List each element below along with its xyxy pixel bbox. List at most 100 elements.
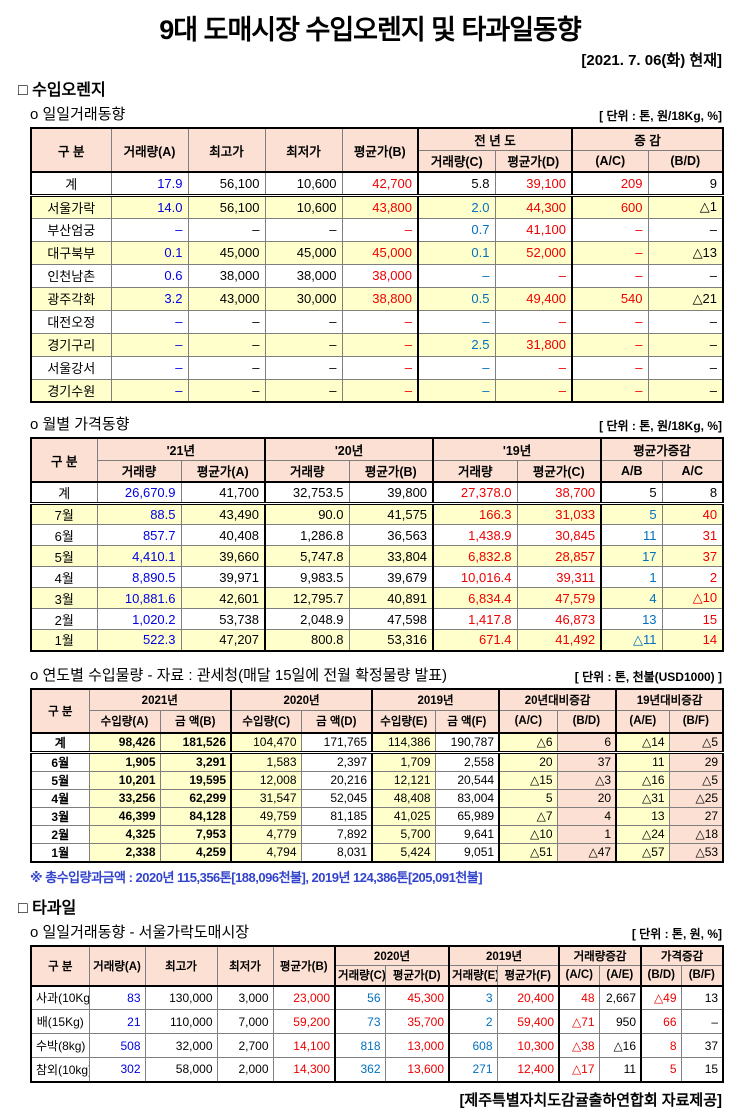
monthly-column-header: '19년 [432,437,602,461]
daily-cell: 38,000 [187,263,266,288]
daily-cell: – [571,378,649,403]
yearly-row: 3월 46,399 84,128 49,759 81,185 41,025 65,989 △7… [30,806,724,826]
daily-cell: 0.1 [417,240,496,265]
monthly-cell: 15 [661,608,724,630]
fruit-row-label: 참외(10kg) [30,1057,90,1082]
daily-cell: – [571,263,649,288]
yearly-cell: 104,470 [230,732,302,754]
yearly-import-table-wrap: 구 분 2021년 2020년 2019년 20년대비증감 19년대비증감 수입량(A) 금 … [30,687,725,863]
fruit-column-header: (B/D) [640,965,682,986]
fruit-cell: 14,300 [272,1057,336,1082]
fruit-row-label: 사과(10Kg) [30,985,90,1010]
monthly-row-label: 4월 [30,566,98,588]
daily-cell: 5.8 [417,171,496,197]
monthly-cell: 88.5 [96,503,182,525]
fruit-cell: 73 [334,1009,386,1034]
yearly-import-label: o 연도별 수입물량 - 자료 : 관세청(매달 15일에 전월 확정물량 발표… [30,666,448,684]
daily-row-label: 부산엄궁 [30,217,112,242]
monthly-cell: 8,890.5 [96,566,182,588]
yearly-cell: △51 [498,842,558,862]
monthly-cell: 42,601 [180,587,266,609]
monthly-cell: 857.7 [96,524,182,546]
monthly-column-header: 평균가(A) [180,459,266,483]
monthly-cell: 43,490 [180,503,266,525]
yearly-row: 1월 2,338 4,259 4,794 8,031 5,424 9,051 △51 △47 △5… [30,842,724,862]
page-title: 9대 도매시장 수입오렌지 및 타과일동향 [159,15,581,45]
monthly-cell: 8 [661,481,724,505]
daily-column-header: 구 분 [30,127,112,173]
yearly-cell: △31 [615,788,670,808]
monthly-row-label: 7월 [30,503,98,525]
daily-row-label: 경기구리 [30,332,112,357]
fruit-cell: 130,000 [144,985,218,1010]
fruit-cell: 13,600 [384,1057,450,1082]
fruit-cell: △38 [558,1033,600,1058]
fruit-column-header: 최고가 [144,945,218,986]
monthly-column-header: '20년 [264,437,434,461]
fruit-cell: 950 [598,1009,642,1034]
yearly-row-label: 3월 [30,806,90,826]
yearly-row-label: 1월 [30,842,90,862]
yearly-column-header: 2019년 [371,688,500,711]
monthly-cell: 1,286.8 [264,524,350,546]
yearly-cell: 4 [556,806,617,826]
fruit-sub-row: o 일일거래동향 - 서울가락도매시장 [ 단위 : 톤, 원, %] [30,921,722,942]
yearly-column-header: 금 액(B) [159,710,232,733]
monthly-cell: 6,832.8 [432,545,518,567]
fruit-cell: 3 [448,985,498,1010]
daily-cell: 10,600 [264,171,343,197]
daily-cell: – [341,217,419,242]
monthly-cell: 11 [600,524,663,546]
daily-cell: 9 [647,171,724,197]
yearly-cell: 2,397 [300,751,373,772]
fruit-table: 구 분 거래량(A) 최고가 최저가 평균가(B) 2020년 2019년 거래량증감 가격증감… [30,944,725,1083]
daily-cell: 44,300 [494,194,573,219]
daily-cell: 38,000 [341,263,419,288]
yearly-cell: △5 [668,770,724,790]
daily-row: 광주각화 3.2 43,000 30,000 38,800 0.5 49,400 540 △21 [30,286,724,311]
fruit-cell: 32,000 [144,1033,218,1058]
yearly-row-label: 5월 [30,770,90,790]
yearly-cell: △57 [615,842,670,862]
fruit-cell: △71 [558,1009,600,1034]
daily-row-label: 계 [30,171,112,197]
daily-row: 인천남촌 0.6 38,000 38,000 38,000– – – – [30,263,724,288]
yearly-cell: 190,787 [434,732,500,754]
monthly-cell: △10 [661,587,724,609]
yearly-cell: 181,526 [159,732,232,754]
daily-cell: 52,000 [494,240,573,265]
yearly-cell: 1,905 [88,751,161,772]
daily-cell: – [417,309,496,334]
fruit-column-header: 구 분 [30,945,90,986]
daily-cell: – [571,309,649,334]
daily-row-label: 대전오정 [30,309,112,334]
monthly-cell: 10,881.6 [96,587,182,609]
yearly-cell: 19,595 [159,770,232,790]
fruit-cell: 12,400 [496,1057,560,1082]
daily-column-header: (B/D) [647,149,724,173]
yearly-cell: △24 [615,824,670,844]
daily-trading-label: o 일일거래동향 [30,106,126,123]
monthly-cell: 39,679 [348,566,434,588]
monthly-price-label: o 월별 가격동향 [30,416,130,433]
yearly-cell: 62,299 [159,788,232,808]
yearly-cell: 1,583 [230,751,302,772]
daily-cell: 38,000 [264,263,343,288]
daily-cell: 2.5 [417,332,496,357]
daily-column-header: 평균가(D) [494,149,573,173]
daily-row: 경기구리 – – – –2.5 31,800– – [30,332,724,357]
monthly-cell: 10,016.4 [432,566,518,588]
monthly-cell: 41,575 [348,503,434,525]
daily-cell: 0.7 [417,217,496,242]
monthly-cell: 5,747.8 [264,545,350,567]
daily-row-label: 광주각화 [30,286,112,311]
monthly-cell: 2 [661,566,724,588]
daily-cell: – [647,309,724,334]
monthly-cell: 47,579 [516,587,602,609]
yearly-cell: 10,201 [88,770,161,790]
daily-row: 대전오정 – – – – – – – – [30,309,724,334]
yearly-cell: 4,325 [88,824,161,844]
fruit-cell: 818 [334,1033,386,1058]
fruit-row: 배(15Kg) 21 110,000 7,000 59,200 73 35,700 2 59,4… [30,1009,724,1034]
fruit-column-header: 거래량(E) [448,965,498,986]
